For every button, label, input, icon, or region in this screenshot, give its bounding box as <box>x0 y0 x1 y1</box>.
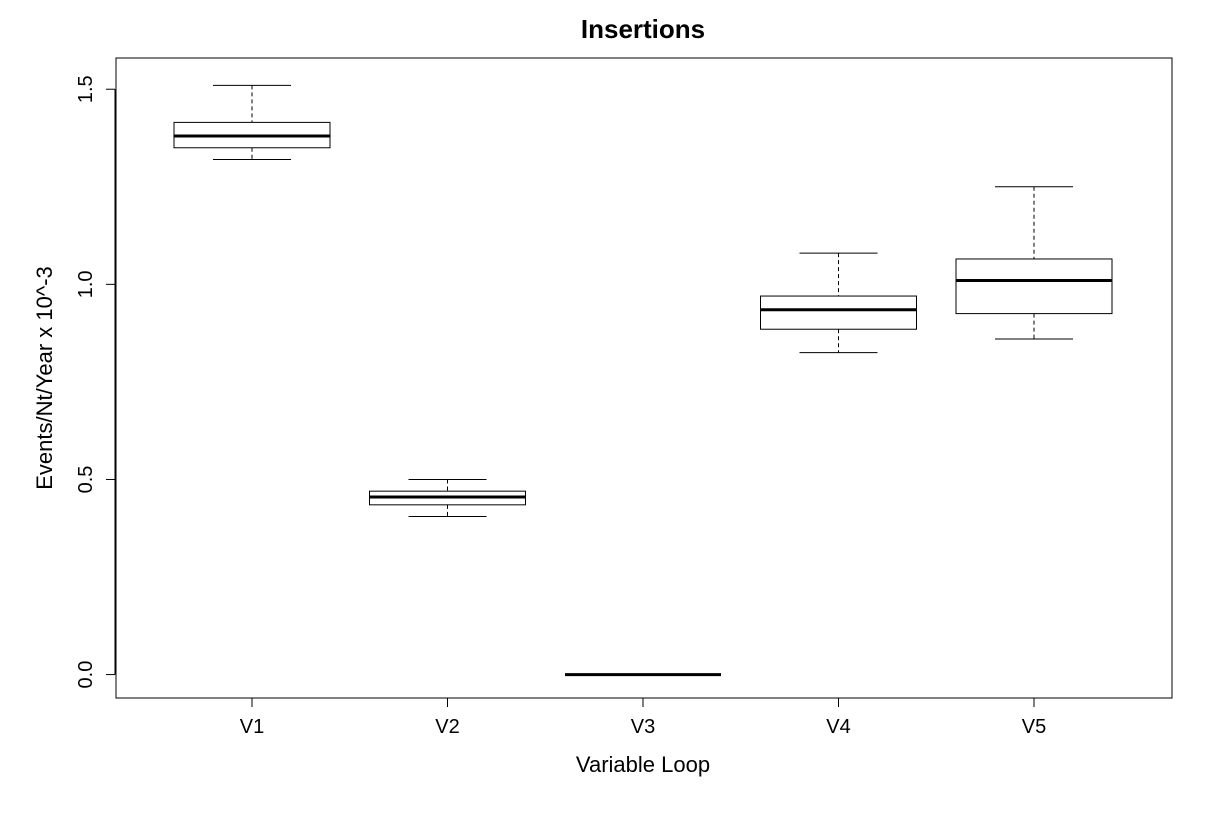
y-tick-label: 0.5 <box>75 466 97 494</box>
x-axis-label: Variable Loop <box>576 752 710 777</box>
boxplot-series <box>173 84 1113 677</box>
box-v1 <box>173 84 331 160</box>
x-tick-label: V4 <box>826 716 850 738</box>
plot-frame <box>115 57 1173 699</box>
iqr-box <box>955 258 1113 315</box>
y-tick-label: 0.0 <box>75 661 97 689</box>
y-tick-label: 1.0 <box>75 270 97 298</box>
y-axis: 0.0 0.5 1.0 1.5 <box>75 75 116 689</box>
chart-title: Insertions <box>581 14 705 44</box>
x-tick-label: V5 <box>1022 716 1046 738</box>
y-axis-label: Events/Nt/Year x 10^-3 <box>32 266 57 490</box>
box-v2 <box>369 478 526 518</box>
iqr-box <box>760 295 917 330</box>
x-tick-label: V2 <box>435 716 459 738</box>
x-axis: V1 V2 V3 V4 V5 <box>240 697 1046 738</box>
x-tick-label: V1 <box>240 716 264 738</box>
x-tick-label: V3 <box>631 716 655 738</box>
box-v4 <box>760 252 917 354</box>
box-v5 <box>955 186 1113 340</box>
y-tick-label: 1.5 <box>75 75 97 103</box>
